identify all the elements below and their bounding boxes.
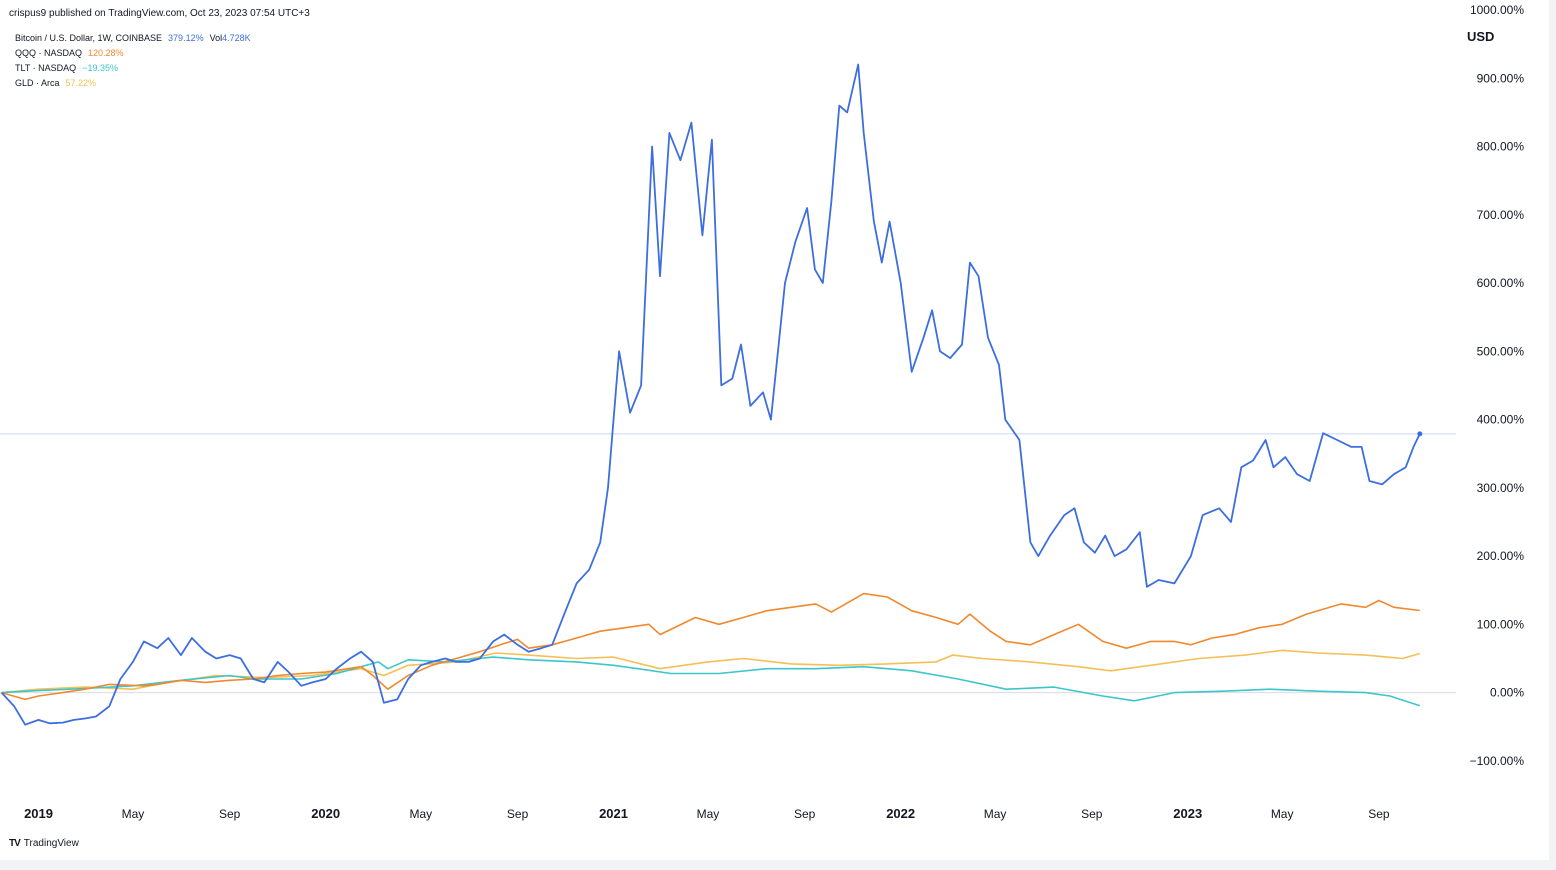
x-tick-label: Sep [1081,807,1103,821]
tradingview-branding[interactable]: TV TradingView [9,838,79,849]
legend-item-qqq[interactable]: QQQ · NASDAQ 120.28% [15,46,251,61]
x-tick-label: 2022 [886,806,915,821]
legend-name: QQQ · NASDAQ [15,48,83,58]
legend-item-gld[interactable]: GLD · Arca 57.22% [15,76,251,91]
tradingview-logo-icon: TV [9,838,21,849]
x-axis-labels: 2019 May Sep 2020 May Sep 2021 May Sep 2022 May Sep… [24,806,1390,821]
btc-last-point[interactable] [1417,431,1423,437]
legend-item-tlt[interactable]: TLT · NASDAQ −19.35% [15,61,251,76]
legend-item-btc[interactable]: Bitcoin / U.S. Dollar, 1W, COINBASE 379.1… [15,31,251,46]
y-tick-label: 1000.00% [1470,3,1524,17]
legend-name: Bitcoin / U.S. Dollar, 1W, COINBASE [15,33,163,43]
y-axis-labels: 1000.00% 900.00% 800.00% 700.00% 600.00% 500.… [1470,3,1525,768]
series-line-btc[interactable] [0,63,1421,726]
legend-value: 57.22% [65,78,97,88]
x-tick-label: May [409,807,432,821]
y-tick-label: 900.00% [1477,71,1525,85]
x-tick-label: May [1271,807,1294,821]
y-tick-label: 500.00% [1477,344,1525,358]
legend-vol-label: Vol [209,33,223,43]
legend-name: GLD · Arca [15,78,60,88]
series-lines[interactable] [0,63,1423,726]
y-tick-label: 600.00% [1477,276,1525,290]
x-tick-label: May [984,807,1007,821]
series-line-qqq[interactable] [1,592,1420,701]
currency-label[interactable]: USD [1467,29,1495,44]
legend-value: −19.35% [82,63,118,73]
y-tick-label: −100.00% [1470,754,1525,768]
x-tick-label: Sep [507,807,529,821]
x-tick-label: Sep [219,807,241,821]
x-tick-label: Sep [794,807,816,821]
y-tick-label: 200.00% [1477,549,1525,563]
y-tick-label: 700.00% [1477,208,1525,222]
y-tick-label: 0.00% [1490,686,1524,700]
y-tick-label: 800.00% [1477,140,1525,154]
x-tick-label: 2021 [599,806,628,821]
x-tick-label: 2020 [311,806,340,821]
brand-label: TradingView [23,838,79,849]
legend-value: 379.12% [168,33,204,43]
legend-name: TLT · NASDAQ [15,63,77,73]
x-tick-label: 2023 [1173,806,1202,821]
y-tick-label: 100.00% [1477,617,1525,631]
publish-info: crispus9 published on TradingView.com, O… [9,8,310,19]
y-tick-label: 400.00% [1477,413,1525,427]
y-tick-label: 300.00% [1477,481,1525,495]
legend-value: 120.28% [88,48,124,58]
x-tick-label: May [697,807,720,821]
x-tick-label: 2019 [24,806,53,821]
legend-vol-value: 4.728K [222,33,251,43]
x-tick-label: May [122,807,145,821]
series-line-gld[interactable] [1,649,1421,694]
x-tick-label: Sep [1368,807,1390,821]
legend: Bitcoin / U.S. Dollar, 1W, COINBASE 379.1… [15,31,251,91]
